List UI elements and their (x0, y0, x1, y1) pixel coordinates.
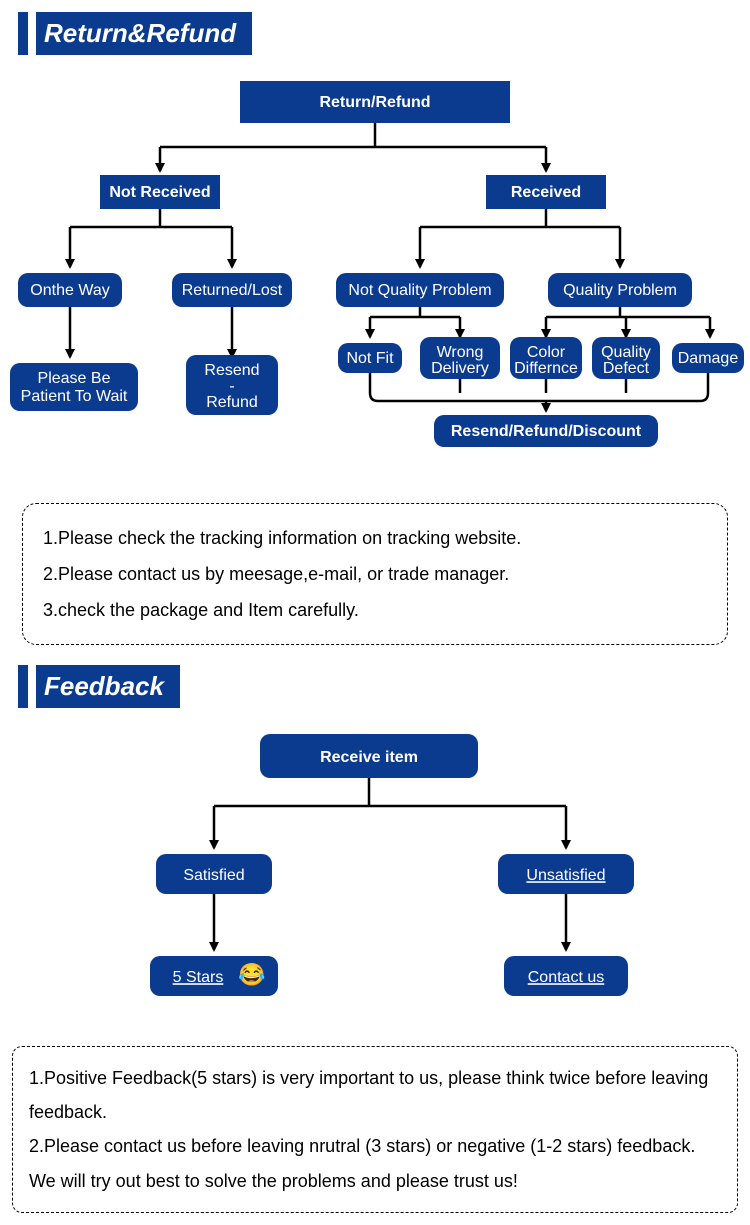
feedback-diagram: Receive item Satisfied Unsatisfied 5 Sta… (0, 728, 750, 1038)
node-root: Return/Refund (319, 94, 430, 111)
note-3: 3.check the package and Item carefully. (43, 592, 707, 628)
node-wrong-l1: Wrong (437, 344, 484, 361)
node-damage: Damage (678, 350, 739, 367)
node-contact-us: Contact us (528, 969, 604, 986)
return-refund-diagram: Return/Refund Not Received Received Onth… (0, 75, 750, 495)
node-qd-l1: Quality (601, 344, 651, 361)
node-resend-l2: - (229, 378, 234, 395)
node-color-l1: Color (527, 344, 566, 361)
node-patient-l2: Patient To Wait (21, 388, 128, 405)
node-not-fit: Not Fit (346, 350, 394, 367)
feedback-notes: 1.Positive Feedback(5 stars) is very imp… (12, 1046, 738, 1213)
node-wrong-l2: Delivery (431, 360, 489, 377)
node-onthe-way: Onthe Way (30, 282, 109, 299)
node-unsatisfied: Unsatisfied (526, 867, 605, 884)
node-resend-l3: Refund (206, 394, 258, 411)
node-rrd: Resend/Refund/Discount (451, 423, 642, 440)
emoji-laugh-icon: 😂 (238, 962, 265, 987)
node-not-quality: Not Quality Problem (348, 282, 491, 299)
feedback-header: Feedback (18, 665, 750, 708)
node-patient-l1: Please Be (38, 370, 111, 387)
node-quality: Quality Problem (563, 282, 677, 299)
node-five-stars: 5 Stars (173, 969, 224, 986)
node-received: Received (511, 184, 581, 201)
node-returned-lost: Returned/Lost (182, 282, 283, 299)
feedback-title: Feedback (36, 665, 180, 708)
note-1: 1.Please check the tracking information … (43, 520, 707, 556)
feedback-note-2: 2.Please contact us before leaving nrutr… (29, 1129, 721, 1197)
node-not-received: Not Received (109, 184, 210, 201)
node-color-l2: Differnce (514, 360, 578, 377)
header-accent-bar (18, 12, 28, 55)
node-qd-l2: Defect (603, 360, 650, 377)
node-satisfied: Satisfied (183, 867, 244, 884)
feedback-note-1: 1.Positive Feedback(5 stars) is very imp… (29, 1061, 721, 1129)
node-receive-item: Receive item (320, 749, 418, 766)
return-refund-header: Return&Refund (18, 12, 750, 55)
return-refund-title: Return&Refund (36, 12, 252, 55)
node-resend-l1: Resend (204, 362, 259, 379)
note-2: 2.Please contact us by meesage,e-mail, o… (43, 556, 707, 592)
header-accent-bar-2 (18, 665, 28, 708)
return-refund-notes: 1.Please check the tracking information … (22, 503, 728, 645)
